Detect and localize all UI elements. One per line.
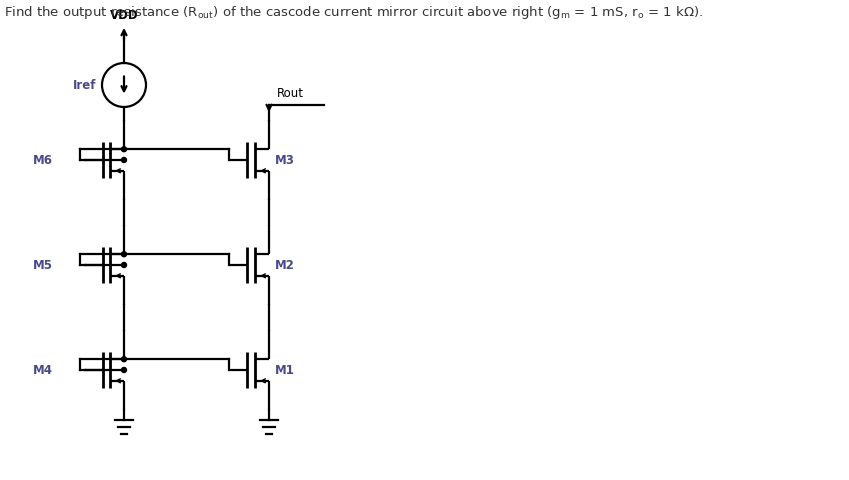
Circle shape bbox=[121, 263, 127, 268]
Circle shape bbox=[121, 252, 127, 257]
Text: VDD: VDD bbox=[110, 9, 138, 22]
Text: Find the output resistance (R$_{\mathrm{out}}$) of the cascode current mirror ci: Find the output resistance (R$_{\mathrm{… bbox=[4, 4, 703, 21]
Text: Iref: Iref bbox=[72, 79, 96, 92]
Circle shape bbox=[121, 147, 127, 152]
Text: M2: M2 bbox=[275, 259, 295, 272]
Text: Rout: Rout bbox=[277, 87, 304, 100]
Circle shape bbox=[121, 368, 127, 373]
Text: M4: M4 bbox=[32, 364, 53, 377]
Text: M3: M3 bbox=[275, 154, 295, 167]
Text: M6: M6 bbox=[32, 154, 53, 167]
Circle shape bbox=[121, 158, 127, 163]
Circle shape bbox=[121, 357, 127, 362]
Text: M1: M1 bbox=[275, 364, 295, 377]
Text: M5: M5 bbox=[32, 259, 53, 272]
